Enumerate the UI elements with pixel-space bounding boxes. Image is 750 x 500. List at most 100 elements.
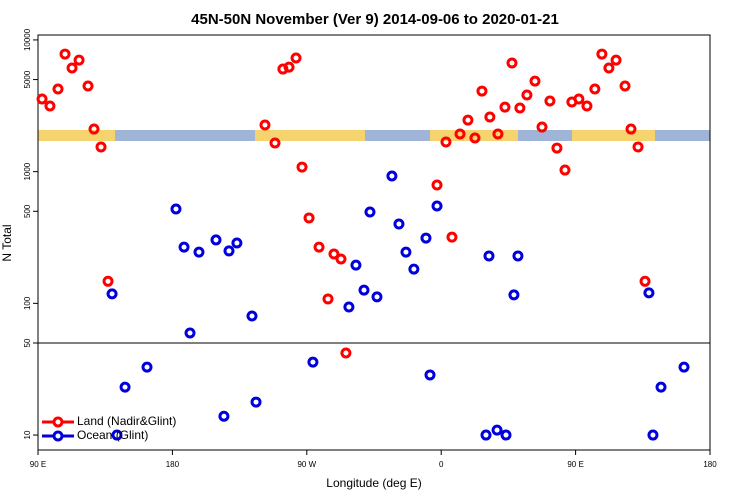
- y-tick-label: 500: [23, 204, 32, 218]
- point: [44, 100, 56, 112]
- legend-label: Ocean (Glint): [77, 428, 148, 442]
- chart-title: 45N-50N November (Ver 9) 2014-09-06 to 2…: [191, 11, 559, 28]
- point: [358, 284, 370, 296]
- point: [431, 179, 443, 191]
- point: [178, 241, 190, 253]
- point: [231, 237, 243, 249]
- point: [400, 246, 412, 258]
- point: [581, 100, 593, 112]
- x-tick-label: 180: [703, 460, 717, 469]
- point: [506, 57, 518, 69]
- point: [483, 250, 495, 262]
- point: [36, 93, 48, 105]
- point: [343, 301, 355, 313]
- point: [573, 93, 585, 105]
- point: [469, 132, 481, 144]
- legend-marker: [52, 430, 64, 442]
- x-tick-label: 180: [166, 460, 180, 469]
- point: [610, 54, 622, 66]
- point: [184, 327, 196, 339]
- point: [512, 250, 524, 262]
- point: [559, 164, 571, 176]
- y-tick-label: 5000: [23, 70, 32, 88]
- point: [508, 289, 520, 301]
- point: [269, 137, 281, 149]
- legend-marker: [52, 416, 64, 428]
- point: [500, 429, 512, 441]
- point: [491, 424, 503, 436]
- point: [210, 234, 222, 246]
- point: [551, 142, 563, 154]
- point: [408, 263, 420, 275]
- point: [589, 83, 601, 95]
- point: [480, 429, 492, 441]
- point: [521, 89, 533, 101]
- point: [499, 101, 511, 113]
- point: [111, 429, 123, 441]
- point: [454, 128, 466, 140]
- x-tick-label: 90 E: [30, 460, 46, 469]
- point: [296, 161, 308, 173]
- y-tick-label: 100: [23, 296, 32, 310]
- point: [462, 114, 474, 126]
- point: [102, 275, 114, 287]
- point: [420, 232, 432, 244]
- y-axis-label: N Total: [0, 224, 14, 261]
- point: [52, 83, 64, 95]
- point: [544, 95, 556, 107]
- legend-label: Land (Nadir&Glint): [77, 414, 176, 428]
- point: [250, 396, 262, 408]
- point: [371, 291, 383, 303]
- point: [619, 80, 631, 92]
- point: [193, 246, 205, 258]
- point: [632, 141, 644, 153]
- point: [290, 52, 302, 64]
- x-tick-label: 90 W: [297, 460, 316, 469]
- plot-frame: [37, 34, 711, 451]
- point: [283, 61, 295, 73]
- point: [259, 119, 271, 131]
- point: [340, 347, 352, 359]
- point: [335, 253, 347, 265]
- y-tick-label: 10000: [23, 28, 32, 51]
- point: [476, 85, 488, 97]
- point: [82, 80, 94, 92]
- point: [170, 203, 182, 215]
- point: [307, 356, 319, 368]
- point: [678, 361, 690, 373]
- point: [364, 206, 376, 218]
- point: [424, 369, 436, 381]
- point: [303, 212, 315, 224]
- point: [328, 248, 340, 260]
- point: [322, 293, 334, 305]
- point: [350, 259, 362, 271]
- x-tick-label: 0: [439, 460, 444, 469]
- point: [514, 102, 526, 114]
- y-tick-label: 1000: [23, 162, 32, 180]
- point: [639, 275, 651, 287]
- point: [596, 48, 608, 60]
- x-tick-label: 90 E: [567, 460, 583, 469]
- point: [313, 241, 325, 253]
- point: [106, 288, 118, 300]
- point: [603, 62, 615, 74]
- y-tick-label: 10: [23, 430, 32, 439]
- point: [66, 62, 78, 74]
- y-tick-label: 50: [23, 338, 32, 347]
- point: [529, 75, 541, 87]
- point: [218, 410, 230, 422]
- map-strip: [38, 130, 710, 141]
- point: [484, 111, 496, 123]
- point: [246, 310, 258, 322]
- point: [73, 54, 85, 66]
- point: [59, 48, 71, 60]
- point: [492, 128, 504, 140]
- point: [223, 245, 235, 257]
- point: [95, 141, 107, 153]
- point: [446, 231, 458, 243]
- point: [625, 123, 637, 135]
- point: [119, 381, 131, 393]
- point: [647, 429, 659, 441]
- point: [536, 121, 548, 133]
